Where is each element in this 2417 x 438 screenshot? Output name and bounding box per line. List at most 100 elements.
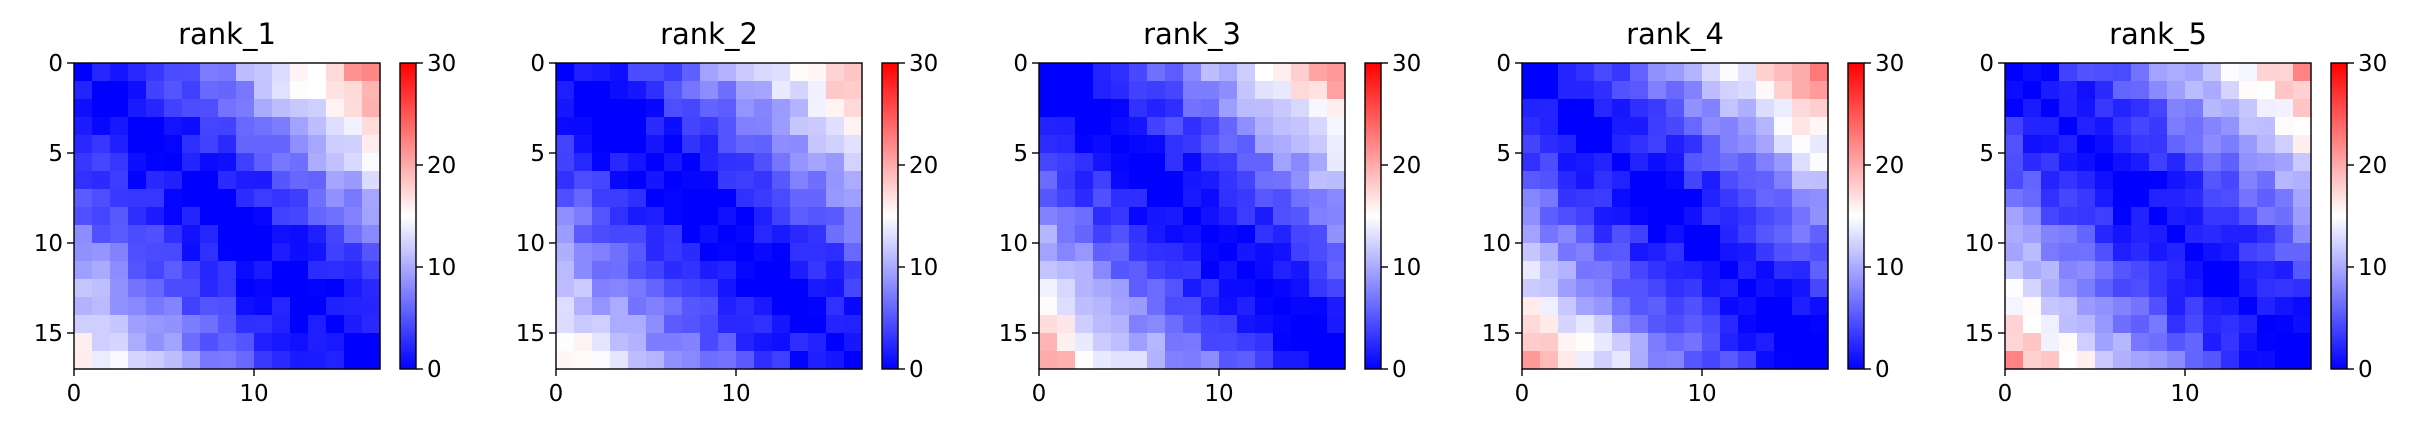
heatmap-cell [2239, 81, 2258, 100]
heatmap-cell [1129, 207, 1148, 226]
heatmap-cell [1738, 207, 1757, 226]
heatmap-cell [772, 261, 791, 280]
heatmap-cell [2041, 189, 2060, 208]
heatmap-cell [110, 63, 129, 82]
heatmap-cell [844, 135, 863, 154]
heatmap-cell [556, 117, 575, 136]
heatmap-cell [1291, 333, 1310, 352]
heatmap-frame [1521, 62, 1829, 370]
heatmap-cell [1093, 117, 1112, 136]
heatmap-cell [1702, 297, 1721, 316]
heatmap-cell [2059, 99, 2078, 118]
heatmap-cell [826, 351, 845, 370]
heatmap-cell [2005, 297, 2024, 316]
heatmap-cell [826, 261, 845, 280]
heatmap-cell [1291, 351, 1310, 370]
heatmap-cell [682, 351, 701, 370]
heatmap-cell [1522, 117, 1541, 136]
heatmap-cell [1720, 225, 1739, 244]
heatmap-cell [1111, 243, 1130, 262]
heatmap-cell [1075, 243, 1094, 262]
heatmap-cell [236, 171, 255, 190]
heatmap-cell [1702, 81, 1721, 100]
heatmap-cell [664, 81, 683, 100]
heatmap-cell [218, 297, 237, 316]
heatmap-cell [772, 207, 791, 226]
y-tick-label: 0 [48, 51, 63, 77]
heatmap-cell [182, 63, 201, 82]
heatmap-cell [1558, 153, 1577, 172]
heatmap-cell [592, 279, 611, 298]
heatmap-cell [1594, 117, 1613, 136]
heatmap-cell [1237, 207, 1256, 226]
heatmap-cell [110, 297, 129, 316]
heatmap-cell [2041, 153, 2060, 172]
heatmap-cell [1075, 117, 1094, 136]
heatmap-cell [1666, 171, 1685, 190]
heatmap-cell [182, 135, 201, 154]
heatmap-cell [1129, 261, 1148, 280]
heatmap-cell [1774, 261, 1793, 280]
heatmap-cell [164, 351, 183, 370]
heatmap-cell [1057, 135, 1076, 154]
heatmap-cell [1057, 207, 1076, 226]
heatmap-cell [2257, 297, 2276, 316]
heatmap-cell [556, 279, 575, 298]
heatmap-cell [2023, 351, 2042, 370]
heatmap-cell [2023, 333, 2042, 352]
heatmap-cell [1648, 117, 1667, 136]
heatmap-cell [1039, 297, 1058, 316]
heatmap-cell [2023, 171, 2042, 190]
heatmap-cell [610, 81, 629, 100]
heatmap-cell [628, 333, 647, 352]
heatmap-cell [1039, 63, 1058, 82]
heatmap-cell [1327, 135, 1346, 154]
heatmap-cell [128, 207, 147, 226]
heatmap-cell [2257, 135, 2276, 154]
heatmap-cell [326, 189, 345, 208]
heatmap-cell [1522, 315, 1541, 334]
heatmap-cell [826, 243, 845, 262]
heatmap-cell [1792, 279, 1811, 298]
heatmap-cell [1309, 117, 1328, 136]
heatmap-cell [2275, 297, 2294, 316]
heatmap-cell [326, 297, 345, 316]
heatmap-cell [1273, 333, 1292, 352]
heatmap-cell [128, 243, 147, 262]
heatmap-cell [1756, 189, 1775, 208]
heatmap-cell [2293, 351, 2312, 370]
heatmap-cell [164, 189, 183, 208]
heatmap-cell [2149, 153, 2168, 172]
heatmap-cell [2005, 279, 2024, 298]
heatmap-cell [2077, 333, 2096, 352]
heatmap-cell [1810, 63, 1829, 82]
heatmap-cell [574, 117, 593, 136]
heatmap-cell [2131, 81, 2150, 100]
heatmap-cell [290, 171, 309, 190]
heatmap-cell [2077, 189, 2096, 208]
heatmap-cell [1147, 297, 1166, 316]
heatmap-cells [74, 63, 381, 370]
heatmap-cell [362, 297, 381, 316]
heatmap-cell [1810, 207, 1829, 226]
heatmap-cell [1756, 153, 1775, 172]
heatmap-cell [2275, 207, 2294, 226]
heatmap-cell [700, 153, 719, 172]
heatmap-cell [1810, 243, 1829, 262]
heatmap-cell [1522, 261, 1541, 280]
heatmap-cell [2221, 279, 2240, 298]
heatmap-cell [718, 279, 737, 298]
heatmap-cell [646, 207, 665, 226]
heatmap-cell [362, 63, 381, 82]
heatmap-cell [2167, 261, 2186, 280]
y-tick-label: 10 [1482, 231, 1511, 257]
heatmap-cell [1576, 279, 1595, 298]
heatmap-cell [1291, 279, 1310, 298]
heatmap-cell [718, 297, 737, 316]
heatmap-cell [1201, 315, 1220, 334]
heatmap-cell [1648, 297, 1667, 316]
heatmap-cell [1183, 333, 1202, 352]
heatmap-cell [1666, 261, 1685, 280]
heatmap-cell [2239, 117, 2258, 136]
